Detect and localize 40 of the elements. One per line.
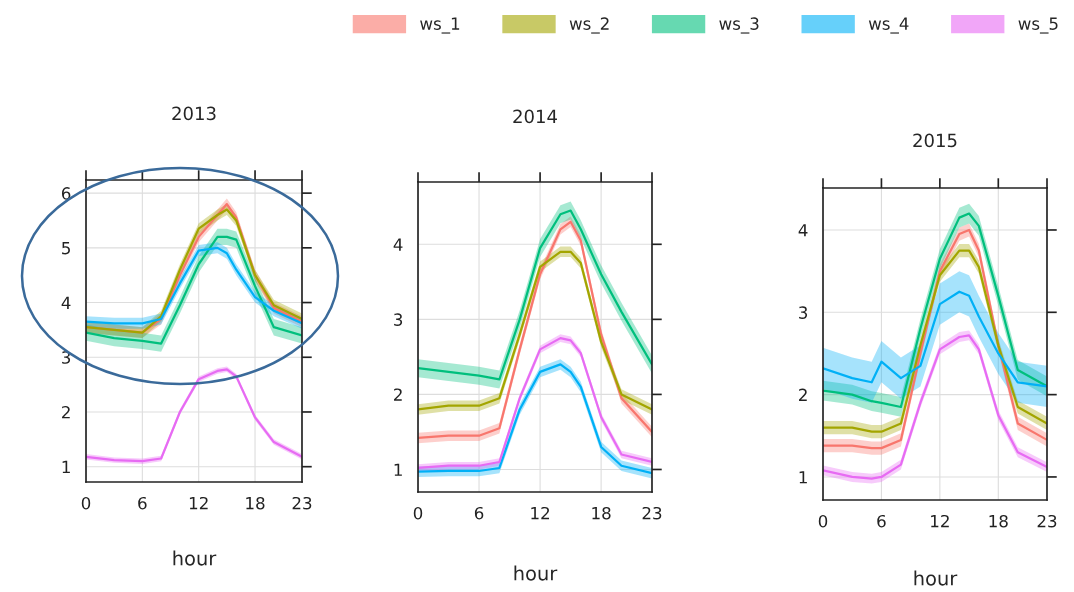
legend-label: ws_1	[420, 17, 460, 34]
y-tick-label: 1	[394, 463, 402, 476]
x-axis-title: hour	[514, 565, 558, 581]
x-tick-label: 18	[989, 514, 1008, 528]
x-tick-label: 6	[138, 496, 147, 510]
y-tick-label: 6	[61, 187, 71, 200]
x-tick-label: 0	[81, 496, 91, 510]
y-tick-label: 2	[62, 405, 70, 419]
x-tick-label: 23	[642, 506, 662, 520]
x-tick-label: 12	[531, 506, 550, 520]
chart-title: 2013	[172, 106, 216, 121]
x-tick-label: 12	[189, 496, 208, 510]
x-tick-label: 0	[413, 506, 423, 520]
y-tick-label: 2	[394, 388, 402, 401]
chart-title: 2015	[913, 133, 957, 148]
x-tick-label: 23	[292, 496, 312, 510]
legend-label: ws_2	[569, 17, 609, 34]
y-tick-label: 5	[62, 242, 70, 255]
x-tick-label: 6	[474, 506, 484, 520]
y-tick-label: 4	[393, 238, 403, 251]
x-axis-title: hour	[173, 550, 217, 566]
x-tick-label: 12	[931, 514, 949, 528]
x-tick-label: 18	[592, 506, 611, 520]
x-tick-label: 6	[877, 514, 886, 528]
legend-label: ws_5	[1018, 17, 1058, 34]
y-tick-label: 4	[798, 224, 808, 237]
y-tick-label: 3	[799, 306, 808, 319]
y-tick-label: 4	[61, 296, 71, 309]
x-tick-label: 18	[246, 496, 265, 510]
chart-title: 2014	[513, 109, 557, 124]
y-tick-label: 3	[394, 313, 403, 326]
x-tick-label: 0	[818, 514, 828, 528]
x-tick-label: 23	[1037, 514, 1057, 528]
line-series	[823, 290, 1047, 388]
y-tick-label: 2	[799, 388, 807, 401]
legend-label: ws_3	[719, 17, 759, 34]
y-tick-label: 1	[799, 471, 807, 484]
legend-label: ws_4	[868, 17, 909, 34]
x-axis-title: hour	[914, 570, 958, 586]
y-tick-label: 1	[62, 460, 70, 474]
